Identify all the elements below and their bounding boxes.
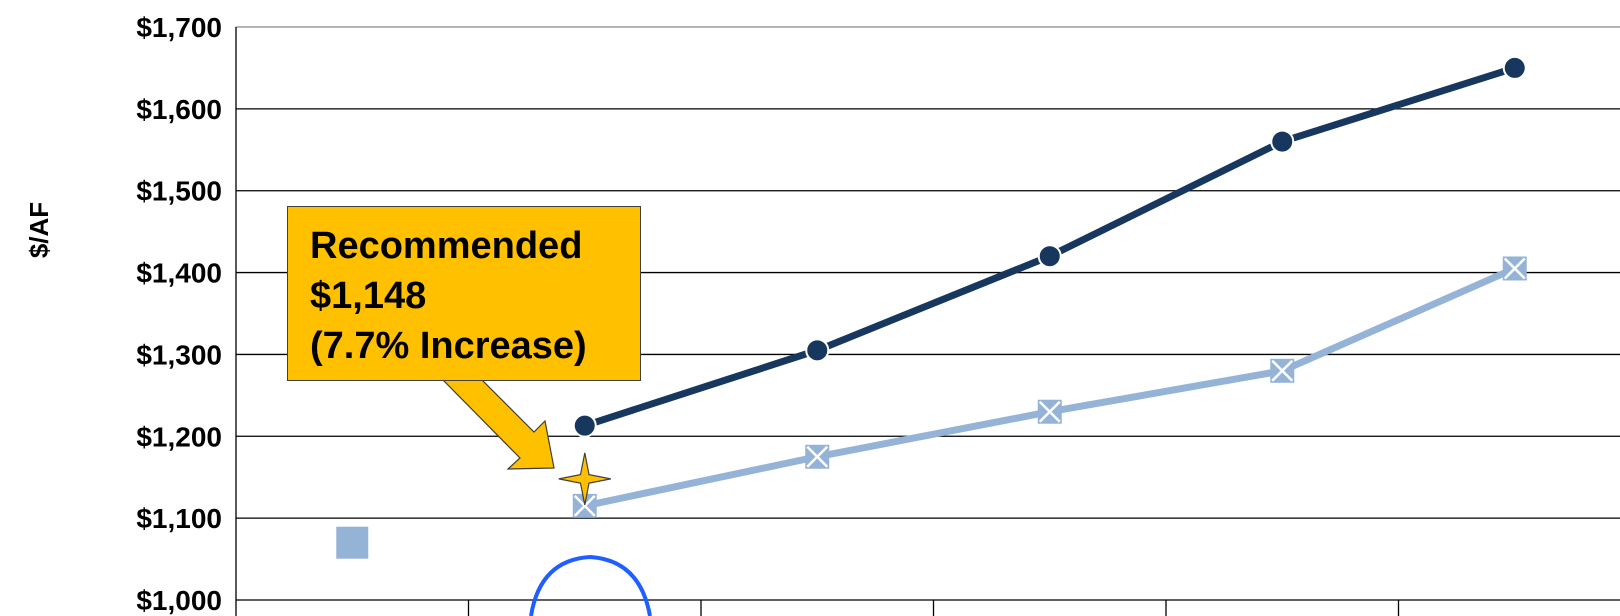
data-point (572, 493, 597, 518)
data-point (336, 526, 369, 559)
data-point (572, 413, 597, 438)
highlight-star (558, 452, 611, 506)
data-point-cross (1503, 257, 1526, 280)
data-point (805, 444, 830, 469)
callout-arrow (442, 377, 555, 470)
data-point (1270, 358, 1295, 383)
data-point (1502, 55, 1527, 80)
callout-line-1: Recommended (310, 225, 583, 267)
y-tick-label: $1,000 (136, 585, 222, 616)
callout-arrow-shape (442, 377, 555, 470)
y-tick-label: $1,600 (136, 94, 222, 125)
y-tick-label: $1,400 (136, 258, 222, 289)
data-point-cross (1271, 359, 1294, 382)
callout-line-2: $1,148 (310, 275, 427, 317)
y-axis-label: $/AF (24, 202, 54, 258)
recommended-callout: Recommended $1,148 (7.7% Increase) (287, 206, 641, 381)
data-point (1502, 256, 1527, 281)
series-2-line (584, 265, 1517, 510)
highlight-oval (529, 554, 652, 616)
data-point-cross (806, 445, 829, 468)
series-layer (336, 55, 1527, 559)
highlight-layer (558, 452, 611, 506)
y-tick-label: $1,200 (136, 421, 222, 452)
data-point (1270, 129, 1295, 154)
data-point-cross (573, 494, 596, 517)
x-category-dividers (467, 600, 1400, 616)
series-3 (336, 526, 369, 559)
data-point-cross (1038, 400, 1061, 423)
series-1 (572, 55, 1527, 438)
callout-line-3: (7.7% Increase) (310, 325, 587, 367)
y-tick-label: $1,300 (136, 339, 222, 370)
series-2 (572, 256, 1527, 518)
y-tick-label: $1,500 (136, 176, 222, 207)
y-tick-labels: $1,000 $1,100 $1,200 $1,300 $1,400 $1,500 $1,6… (136, 12, 222, 616)
y-tick-label: $1,700 (136, 12, 222, 43)
data-point (1037, 244, 1062, 269)
data-point (1037, 399, 1062, 424)
y-tick-label: $1,100 (136, 503, 222, 534)
data-point (805, 338, 830, 363)
